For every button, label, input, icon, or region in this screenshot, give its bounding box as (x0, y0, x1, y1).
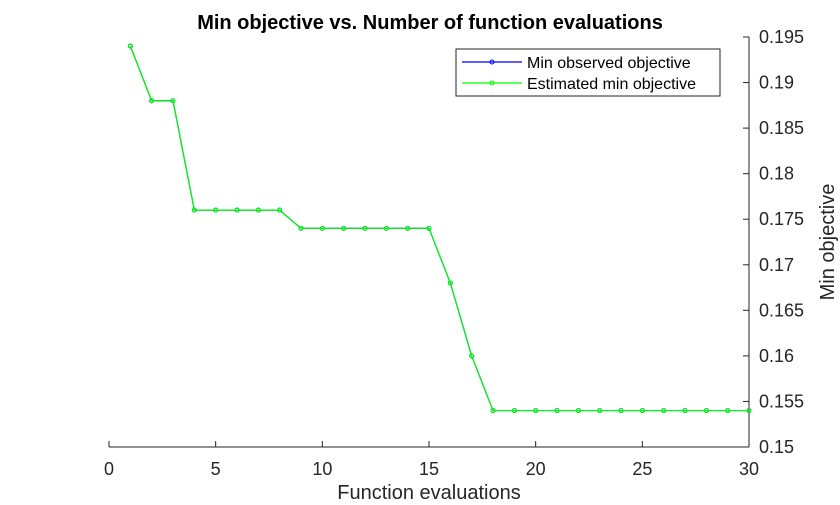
data-point (661, 408, 667, 414)
y-ticks: 0.15 0.155 0.16 0.165 0.17 0.175 0.18 0.185 0.19… (743, 27, 804, 457)
y-tick-label: 0.17 (759, 255, 794, 275)
data-point (319, 225, 325, 231)
x-tick-label: 20 (526, 459, 546, 479)
data-point (682, 408, 688, 414)
chart-title: Min objective vs. Number of function eva… (197, 12, 663, 34)
legend-label: Estimated min objective (527, 76, 696, 93)
y-axis-label: Min objective (817, 184, 839, 301)
legend-marker (489, 80, 495, 86)
data-point (149, 98, 155, 104)
y-tick-label: 0.185 (759, 118, 804, 138)
x-tick-label: 30 (739, 459, 759, 479)
data-point (362, 225, 368, 231)
legend-box (455, 48, 721, 97)
data-point (234, 207, 240, 213)
data-point (575, 408, 581, 414)
data-point (405, 225, 411, 231)
y-tick-label: 0.16 (759, 346, 794, 366)
data-point (490, 408, 496, 414)
data-point (533, 408, 539, 414)
data-point (703, 408, 709, 414)
y-tick-label: 0.18 (759, 164, 794, 184)
data-point (618, 408, 624, 414)
y-tick-label: 0.165 (759, 300, 804, 320)
x-tick-label: 5 (211, 459, 221, 479)
axes (109, 37, 750, 448)
data-point (554, 408, 560, 414)
data-point (447, 280, 453, 286)
x-tick-label: 15 (419, 459, 439, 479)
y-tick-label: 0.19 (759, 73, 794, 93)
data-point (597, 408, 603, 414)
data-point (426, 225, 432, 231)
data-point (213, 207, 219, 213)
legend: Min observed objective Estimated min obje… (455, 48, 721, 97)
data-point (746, 408, 752, 414)
legend-label: Min observed objective (527, 55, 691, 72)
y-tick-label: 0.15 (759, 437, 794, 457)
x-tick-label: 0 (104, 459, 114, 479)
x-tick-label: 10 (312, 459, 332, 479)
data-point (255, 207, 261, 213)
y-tick-label: 0.195 (759, 27, 804, 47)
data-point (277, 207, 283, 213)
data-point (341, 225, 347, 231)
series-2 (127, 43, 752, 414)
data-point (127, 43, 133, 49)
series-line (129, 45, 749, 412)
y-tick-label: 0.155 (759, 391, 804, 411)
data-point (469, 353, 475, 359)
data-point (191, 207, 197, 213)
series-line (129, 45, 749, 412)
data-point (725, 408, 731, 414)
y-tick-label: 0.175 (759, 209, 804, 229)
data-point (511, 408, 517, 414)
data-point (639, 408, 645, 414)
legend-marker (489, 59, 495, 65)
data-point (298, 225, 304, 231)
series-1 (127, 43, 752, 414)
data-point (170, 98, 176, 104)
legend-items: Min observed objective Estimated min obje… (462, 55, 696, 93)
x-ticks: 0 5 10 15 20 25 30 (104, 441, 759, 479)
x-tick-label: 25 (632, 459, 652, 479)
data-point (383, 225, 389, 231)
series-layer (127, 43, 752, 414)
x-axis-label: Function evaluations (337, 482, 520, 504)
